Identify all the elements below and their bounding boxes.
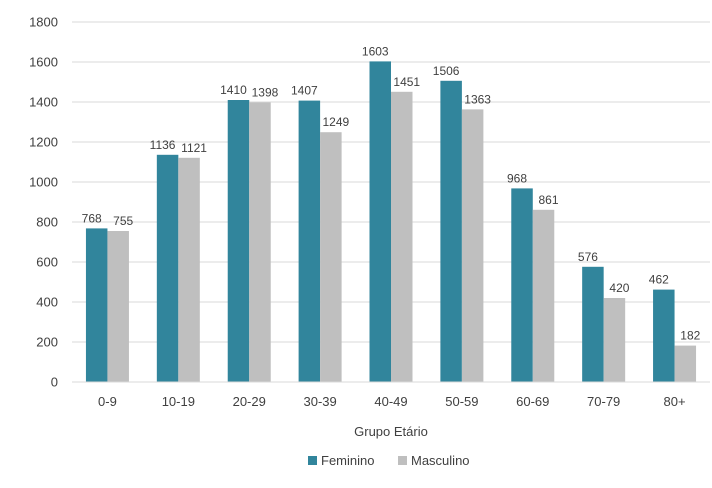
bar-masculino-0-9 xyxy=(107,231,129,382)
data-label-feminino: 462 xyxy=(649,273,669,287)
bar-masculino-70-79 xyxy=(603,298,626,382)
y-tick-label: 200 xyxy=(36,335,58,350)
data-label-masculino: 1121 xyxy=(181,141,207,155)
x-axis-ticks: 0-9 10-19 20-29 30-39 40-49 50-59 60-69 70-79 80… xyxy=(98,394,686,409)
bar-feminino-10-19 xyxy=(156,154,179,382)
data-label-feminino: 968 xyxy=(507,171,527,185)
x-tick-label: 50-59 xyxy=(445,394,478,409)
y-tick-label: 0 xyxy=(51,375,58,390)
bar-feminino-80+ xyxy=(653,289,675,382)
y-tick-label: 1600 xyxy=(29,55,58,70)
bar-feminino-60-69 xyxy=(511,188,533,382)
bar-masculino-50-59 xyxy=(461,109,484,383)
bar-feminino-40-49 xyxy=(369,61,391,383)
bar-masculino-40-49 xyxy=(391,91,413,383)
legend: Feminino Masculino xyxy=(308,453,470,468)
data-label-masculino: 1363 xyxy=(464,92,491,106)
x-tick-label: 10-19 xyxy=(162,394,195,409)
data-label-feminino: 1506 xyxy=(433,64,460,78)
data-label-feminino: 1603 xyxy=(362,44,389,58)
y-axis-ticks: 0 200 400 600 800 1000 1200 1400 1600 1800 xyxy=(29,15,58,390)
bar-masculino-60-69 xyxy=(532,209,555,382)
y-tick-label: 600 xyxy=(36,255,58,270)
x-tick-label: 60-69 xyxy=(516,394,549,409)
x-tick-label: 30-39 xyxy=(303,394,336,409)
y-tick-label: 1800 xyxy=(29,15,58,30)
bar-masculino-20-29 xyxy=(249,102,271,383)
data-label-masculino: 1249 xyxy=(323,115,350,129)
bars xyxy=(85,61,697,383)
data-label-masculino: 1398 xyxy=(252,85,279,99)
data-label-masculino: 182 xyxy=(680,329,700,343)
x-tick-label: 0-9 xyxy=(98,394,117,409)
bar-masculino-30-39 xyxy=(320,132,342,382)
x-tick-label: 40-49 xyxy=(374,394,407,409)
legend-swatch-feminino xyxy=(308,456,317,465)
bar-feminino-70-79 xyxy=(582,266,604,382)
data-label-masculino: 1451 xyxy=(393,75,420,89)
data-label-feminino: 1407 xyxy=(291,84,318,98)
x-tick-label: 20-29 xyxy=(233,394,266,409)
bar-feminino-30-39 xyxy=(298,100,321,382)
legend-label-masculino: Masculino xyxy=(411,453,470,468)
data-label-feminino: 576 xyxy=(578,250,598,264)
y-tick-label: 1000 xyxy=(29,175,58,190)
legend-swatch-masculino xyxy=(398,456,407,465)
data-label-feminino: 768 xyxy=(82,211,102,225)
y-tick-label: 400 xyxy=(36,295,58,310)
y-tick-label: 800 xyxy=(36,215,58,230)
bar-feminino-20-29 xyxy=(227,100,250,382)
bar-masculino-80+ xyxy=(674,345,697,382)
data-labels: 768 755 1136 1121 1410 1398 1407 1249 1603 1451 15… xyxy=(82,44,701,342)
bar-feminino-50-59 xyxy=(440,80,462,383)
data-label-masculino: 420 xyxy=(609,281,629,295)
y-tick-label: 1200 xyxy=(29,135,58,150)
data-label-feminino: 1136 xyxy=(150,138,176,152)
y-tick-label: 1400 xyxy=(29,95,58,110)
data-label-feminino: 1410 xyxy=(220,83,247,97)
data-label-masculino: 755 xyxy=(113,214,133,228)
x-tick-label: 80+ xyxy=(664,394,686,409)
x-axis-title: Grupo Etário xyxy=(354,424,428,439)
legend-label-feminino: Feminino xyxy=(321,453,374,468)
x-tick-label: 70-79 xyxy=(587,394,620,409)
data-label-masculino: 861 xyxy=(539,193,559,207)
bar-feminino-0-9 xyxy=(85,228,108,382)
bar-masculino-10-19 xyxy=(178,157,200,382)
